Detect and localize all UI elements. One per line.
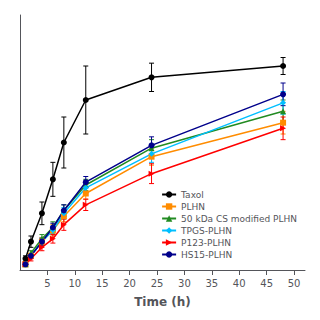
svg-text:PLHN: PLHN xyxy=(181,202,205,212)
svg-text:40: 40 xyxy=(233,278,246,289)
svg-text:Taxol: Taxol xyxy=(180,190,204,200)
svg-text:HS15-PLHN: HS15-PLHN xyxy=(181,250,232,260)
svg-text:TPGS-PLHN: TPGS-PLHN xyxy=(180,226,232,236)
svg-text:50 kDa CS modified PLHN: 50 kDa CS modified PLHN xyxy=(181,214,297,224)
svg-text:30: 30 xyxy=(178,278,191,289)
svg-text:35: 35 xyxy=(205,278,218,289)
svg-text:10: 10 xyxy=(68,278,81,289)
svg-text:45: 45 xyxy=(260,278,273,289)
svg-text:25: 25 xyxy=(151,278,164,289)
svg-text:15: 15 xyxy=(96,278,109,289)
svg-text:P123-PLHN: P123-PLHN xyxy=(181,238,231,248)
svg-text:20: 20 xyxy=(123,278,136,289)
svg-text:5: 5 xyxy=(44,278,50,289)
svg-text:50: 50 xyxy=(288,278,301,289)
svg-text:Time (h): Time (h) xyxy=(134,295,191,309)
